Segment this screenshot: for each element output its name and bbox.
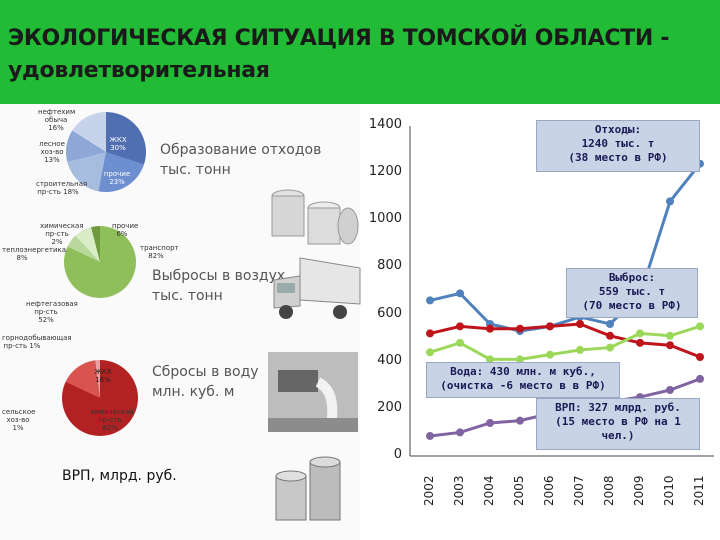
pie3-caption: Сбросы в воду млн. куб. м (152, 364, 259, 400)
pie2-label-3: теплоэнергетика 8% (2, 246, 67, 262)
pie3-label-3: химическая пр-сть 82% (90, 408, 134, 432)
emission-point-2006 (546, 322, 554, 331)
vrp-point-2002 (426, 431, 434, 440)
water-callout: Вода: 430 млн. м куб., (очистка -6 место… (426, 362, 620, 398)
pipe-discharge-image (268, 352, 358, 432)
pie1-label-1: нефтехим обыча 16% (38, 108, 76, 132)
emission-point-2010 (666, 341, 674, 350)
water-discharge-pie-chart (62, 360, 138, 436)
pie2-caption: Выбросы в воздух тыс. тонн (152, 268, 286, 304)
emission-point-2003 (456, 322, 464, 331)
vrp-point-2003 (456, 428, 464, 437)
vrp-point-2004 (486, 419, 494, 427)
vrp-point-2011 (696, 374, 704, 383)
emission-point-2005 (516, 324, 524, 333)
emission-point-2002 (426, 329, 434, 338)
pie1-label-5: прочие 23% (103, 170, 131, 186)
x-tick-label: 2009 (632, 475, 646, 506)
coins-image (275, 456, 341, 521)
emission-point-2007 (576, 320, 584, 328)
y-tick-label: 600 (377, 305, 402, 321)
x-tick-label: 2011 (692, 475, 706, 506)
pie3-label-2: ЖКХ 16% (94, 368, 112, 384)
barrels-image (271, 189, 359, 245)
x-tick-label: 2002 (422, 475, 436, 506)
waste-point-2003 (456, 289, 464, 298)
water-point-2010 (666, 331, 674, 340)
pie2-label-4: транспорт 82% (140, 244, 179, 260)
waste-pie-chart (66, 112, 146, 192)
y-tick-label: 0 (393, 447, 402, 462)
y-tick-label: 1400 (368, 117, 402, 132)
waste-point-2002 (426, 296, 434, 305)
water-series-line (429, 324, 701, 361)
water-point-2005 (516, 355, 524, 364)
vrp-callout: ВРП: 327 млрд. руб. (15 место в РФ на 1 … (536, 398, 700, 450)
water-point-2007 (576, 345, 584, 354)
water-point-2002 (426, 348, 434, 357)
pie3-label-1: горнодобывающая пр-сть 1% (2, 334, 72, 350)
vrp-label: ВРП, млрд. руб. (62, 468, 177, 484)
pie1-label-4: ЖКХ 30% (109, 136, 127, 152)
water-point-2008 (606, 343, 614, 352)
pie2-label-5: нефтегазовая пр-сть 52% (26, 300, 78, 324)
y-tick-label: 1000 (368, 211, 402, 227)
vrp-point-2005 (516, 416, 524, 425)
emission-callout: Выброс: 559 тыс. т (70 место в РФ) (566, 268, 698, 318)
emission-point-2008 (606, 331, 614, 340)
waste-point-2010 (666, 197, 674, 206)
y-tick-label: 1200 (368, 164, 402, 180)
water-point-2003 (456, 338, 464, 347)
water-point-2006 (546, 350, 554, 359)
pie1-label-2: лесное хоз-во 13% (39, 140, 65, 164)
vrp-point-2010 (666, 386, 674, 394)
waste-point-2008 (606, 320, 614, 328)
page-title-line1: ЭКОЛОГИЧЕСКАЯ СИТУАЦИЯ В ТОМСКОЙ ОБЛАСТИ… (8, 26, 670, 51)
pie1-caption: Образование отходов тыс. тонн (160, 142, 322, 178)
truck-image (273, 257, 361, 319)
y-tick-label: 200 (377, 399, 402, 415)
x-tick-label: 2005 (512, 475, 526, 506)
water-point-2011 (696, 322, 704, 331)
air-emission-pie-chart (64, 226, 136, 298)
pie2-label-1: химическая пр-сть 2% (40, 222, 84, 246)
y-tick-label: 400 (377, 352, 402, 368)
x-tick-label: 2004 (482, 475, 496, 506)
water-point-2009 (636, 329, 644, 338)
emission-point-2011 (696, 353, 704, 361)
x-tick-label: 2007 (572, 475, 586, 506)
pie1-label-3: строительная пр-сть 18% (36, 180, 88, 196)
x-tick-label: 2008 (602, 475, 616, 506)
page-title-line2: удовлетворительная (8, 58, 270, 83)
x-tick-label: 2003 (452, 475, 466, 506)
emission-point-2009 (636, 338, 644, 347)
x-tick-label: 2010 (662, 475, 676, 506)
waste-series-line (429, 162, 702, 333)
emission-series-line (429, 322, 701, 359)
waste-callout: Отходы: 1240 тыс. т (38 место в РФ) (536, 120, 700, 172)
pie2-label-2: прочие 6% (112, 222, 139, 238)
y-tick-label: 800 (377, 258, 402, 274)
water-point-2004 (486, 355, 494, 364)
header-bar: ЭКОЛОГИЧЕСКАЯ СИТУАЦИЯ В ТОМСКОЙ ОБЛАСТИ… (0, 0, 720, 104)
left-panel (0, 104, 360, 540)
x-tick-label: 2006 (542, 475, 556, 506)
emission-point-2004 (486, 324, 494, 333)
pie3-label-4: сельское хоз-во 1% (2, 408, 36, 432)
